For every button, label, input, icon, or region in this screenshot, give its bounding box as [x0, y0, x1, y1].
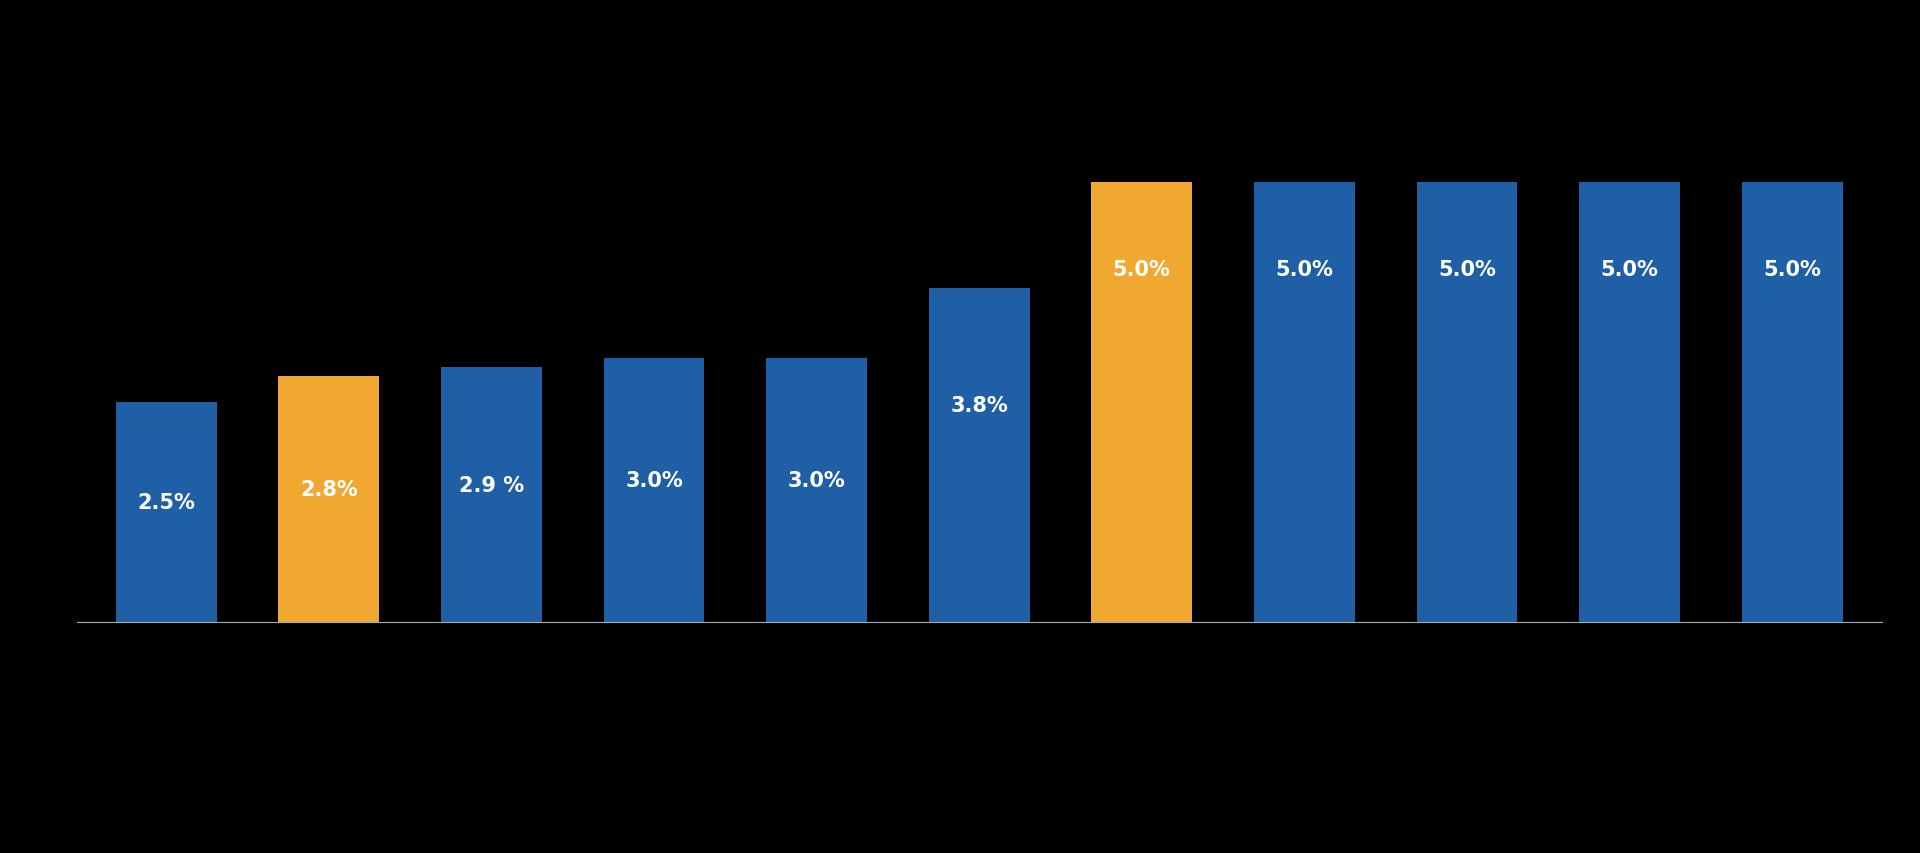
Bar: [929, 288, 1029, 623]
Text: 5.0%: 5.0%: [1438, 260, 1496, 280]
Text: 3.0%: 3.0%: [787, 471, 845, 490]
Bar: [115, 403, 217, 623]
Text: 3.8%: 3.8%: [950, 396, 1008, 415]
Bar: [1578, 183, 1680, 623]
Text: 3.0%: 3.0%: [626, 471, 684, 490]
Text: 5.0%: 5.0%: [1114, 260, 1171, 280]
Bar: [1417, 183, 1517, 623]
Bar: [1091, 183, 1192, 623]
Bar: [766, 359, 868, 623]
Bar: [278, 376, 380, 623]
Text: 5.0%: 5.0%: [1275, 260, 1332, 280]
Text: 2.9 %: 2.9 %: [459, 475, 524, 496]
Bar: [1254, 183, 1356, 623]
Bar: [1741, 183, 1843, 623]
Text: 5.0%: 5.0%: [1601, 260, 1659, 280]
Bar: [603, 359, 705, 623]
Text: 2.5%: 2.5%: [138, 493, 196, 513]
Bar: [442, 368, 541, 623]
Text: 2.8%: 2.8%: [300, 479, 357, 500]
Text: 5.0%: 5.0%: [1763, 260, 1820, 280]
